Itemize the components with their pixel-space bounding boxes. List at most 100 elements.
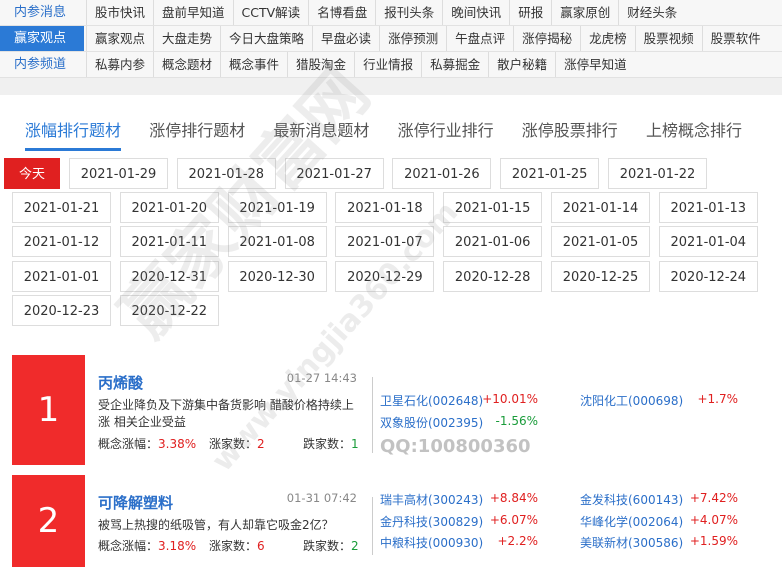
stock-name[interactable]: 金发科技(600143) bbox=[580, 493, 684, 507]
nav-link[interactable]: 概念题材 bbox=[153, 52, 220, 77]
date-button[interactable]: 2021-01-22 bbox=[608, 158, 707, 189]
date-button[interactable]: 2021-01-13 bbox=[658, 192, 758, 223]
nav-link[interactable]: 概念事件 bbox=[220, 52, 287, 77]
stock-name[interactable]: 中粮科技(000930) bbox=[380, 536, 484, 550]
stock-name[interactable]: 华峰化学(002064) bbox=[580, 514, 684, 529]
date-button[interactable]: 2021-01-29 bbox=[69, 158, 168, 189]
stock-change: -1.56% bbox=[495, 413, 538, 428]
nav-link[interactable]: 猎股淘金 bbox=[287, 52, 354, 77]
divider bbox=[372, 497, 373, 555]
stock-name[interactable]: 卫星石化(002648) bbox=[380, 394, 484, 408]
tab[interactable]: 涨停排行题材 bbox=[149, 121, 246, 140]
nav-link[interactable]: 股市快讯 bbox=[86, 0, 153, 25]
date-button[interactable]: 2021-01-07 bbox=[335, 226, 435, 258]
nav-link[interactable]: 研报 bbox=[509, 0, 551, 25]
nav-link[interactable]: 赢家观点 bbox=[86, 26, 153, 51]
date-button[interactable]: 2021-01-12 bbox=[12, 226, 111, 258]
date-button[interactable]: 2021-01-25 bbox=[500, 158, 600, 189]
stock-change: +6.07% bbox=[489, 512, 538, 527]
nav-link[interactable]: 龙虎榜 bbox=[580, 26, 635, 51]
date-button[interactable]: 2021-01-20 bbox=[119, 192, 219, 223]
date-button[interactable]: 2021-01-14 bbox=[551, 192, 650, 223]
date-button[interactable]: 2020-12-24 bbox=[658, 260, 758, 292]
nav-link[interactable]: 报刊头条 bbox=[375, 0, 442, 25]
nav-link[interactable]: 晚间快讯 bbox=[442, 0, 509, 25]
tab[interactable]: 涨停股票排行 bbox=[521, 121, 618, 140]
stock-change: +2.2% bbox=[497, 534, 538, 548]
tab[interactable]: 上榜概念排行 bbox=[646, 121, 743, 140]
tab[interactable]: 涨停行业排行 bbox=[397, 121, 494, 140]
date-button[interactable]: 2021-01-18 bbox=[335, 192, 435, 223]
concept-title[interactable]: 可降解塑料 bbox=[98, 494, 174, 512]
nav-link[interactable]: 今日大盘策略 bbox=[220, 26, 312, 51]
concept-desc: 受企业降负及下游集中备货影响 醋酸价格持续上涨 相关企业受益 bbox=[98, 398, 354, 429]
date-button[interactable]: 2021-01-06 bbox=[443, 226, 543, 258]
date-button[interactable]: 2021-01-27 bbox=[284, 158, 384, 189]
date-button[interactable]: 2021-01-08 bbox=[227, 226, 327, 258]
date-button[interactable]: 2020-12-29 bbox=[335, 260, 435, 292]
date-button[interactable]: 今天 bbox=[4, 158, 60, 189]
stat: 跌家数：2 bbox=[303, 537, 359, 554]
stat-label: 跌家数： bbox=[303, 539, 352, 553]
stock-name[interactable]: 沈阳化工(000698) bbox=[580, 394, 684, 408]
date-button[interactable]: 2020-12-23 bbox=[12, 294, 111, 326]
nav-link[interactable]: 财经头条 bbox=[618, 0, 685, 25]
stat-label: 概念涨幅： bbox=[98, 437, 159, 451]
post-time: 01-31 07:42 bbox=[286, 491, 357, 505]
stat-value: 2 bbox=[351, 539, 359, 553]
stat-label: 概念涨幅： bbox=[98, 539, 159, 553]
rank-badge: 2 bbox=[12, 475, 85, 567]
nav-link[interactable]: 涨停预测 bbox=[379, 26, 446, 51]
nav-link[interactable]: 盘前早知道 bbox=[153, 0, 233, 25]
stock-name[interactable]: 金丹科技(300829) bbox=[380, 514, 484, 529]
stock-change: +7.42% bbox=[689, 491, 738, 505]
stock-name[interactable]: 瑞丰高材(300243) bbox=[380, 493, 484, 507]
date-button[interactable]: 2021-01-21 bbox=[12, 192, 111, 223]
stat-value: 2 bbox=[257, 437, 265, 451]
nav-link[interactable]: 股票视频 bbox=[634, 26, 702, 51]
nav-link[interactable]: 名博看盘 bbox=[308, 0, 375, 25]
concept-title[interactable]: 丙烯酸 bbox=[98, 374, 144, 392]
nav-link[interactable]: 赢家原创 bbox=[551, 0, 618, 25]
stock-name[interactable]: 美联新材(300586) bbox=[580, 536, 684, 550]
date-button[interactable]: 2021-01-19 bbox=[227, 192, 327, 223]
date-button[interactable]: 2021-01-28 bbox=[176, 158, 276, 189]
date-button[interactable]: 2020-12-30 bbox=[227, 260, 327, 292]
nav-link[interactable]: 行业情报 bbox=[354, 52, 421, 77]
date-button[interactable]: 2021-01-11 bbox=[119, 226, 219, 258]
date-button[interactable]: 2021-01-15 bbox=[443, 192, 543, 223]
stock-name[interactable]: 双象股份(002395) bbox=[380, 415, 484, 430]
tab[interactable]: 涨幅排行题材 bbox=[25, 117, 122, 151]
nav-link[interactable]: 午盘点评 bbox=[446, 26, 513, 51]
date-button[interactable]: 2021-01-05 bbox=[551, 226, 650, 258]
nav-row: 赢家观点 赢家观点 大盘走势 今日大盘策略 早盘必读 涨停预测 午盘点评 涨停揭秘 龙虎榜 股票视… bbox=[0, 26, 782, 52]
date-button[interactable]: 2020-12-28 bbox=[443, 260, 543, 292]
divider bbox=[372, 377, 373, 453]
concept-desc: 被骂上热搜的纸吸管，有人却靠它吸金2亿？ bbox=[98, 518, 334, 532]
date-button[interactable]: 2020-12-22 bbox=[119, 294, 219, 326]
stat-label: 跌家数： bbox=[303, 437, 352, 451]
nav-link[interactable]: 私募内参 bbox=[86, 52, 153, 77]
stat: 涨家数：6 bbox=[209, 537, 265, 554]
stock-change: +1.59% bbox=[689, 534, 738, 548]
nav-link[interactable]: 涨停揭秘 bbox=[513, 26, 580, 51]
stat-value: 3.38% bbox=[158, 437, 197, 451]
date-button[interactable]: 2020-12-31 bbox=[119, 260, 219, 292]
nav-link[interactable]: 股票软件 bbox=[701, 26, 769, 51]
concept-card: 1 丙烯酸 01-27 14:43 受企业降负及下游集中备货影响 醋酸价格持续上涨 相… bbox=[12, 355, 782, 465]
nav-label[interactable]: 内参频道 bbox=[14, 57, 67, 72]
date-button[interactable]: 2021-01-01 bbox=[12, 260, 111, 292]
nav-label[interactable]: 内参消息 bbox=[14, 5, 67, 20]
stock-change: +4.07% bbox=[689, 512, 738, 527]
date-button[interactable]: 2020-12-25 bbox=[551, 260, 650, 292]
nav-link[interactable]: 散户秘籍 bbox=[488, 52, 555, 77]
nav-link[interactable]: 涨停早知道 bbox=[555, 52, 635, 77]
date-button[interactable]: 2021-01-04 bbox=[658, 226, 758, 258]
nav-label[interactable]: 赢家观点 bbox=[0, 26, 84, 51]
nav-link[interactable]: 早盘必读 bbox=[312, 26, 379, 51]
nav-link[interactable]: 私募掘金 bbox=[421, 52, 488, 77]
nav-link[interactable]: 大盘走势 bbox=[153, 26, 220, 51]
nav-link[interactable]: CCTV解读 bbox=[232, 0, 309, 25]
date-button[interactable]: 2021-01-26 bbox=[392, 158, 492, 189]
tab[interactable]: 最新消息题材 bbox=[273, 121, 370, 140]
